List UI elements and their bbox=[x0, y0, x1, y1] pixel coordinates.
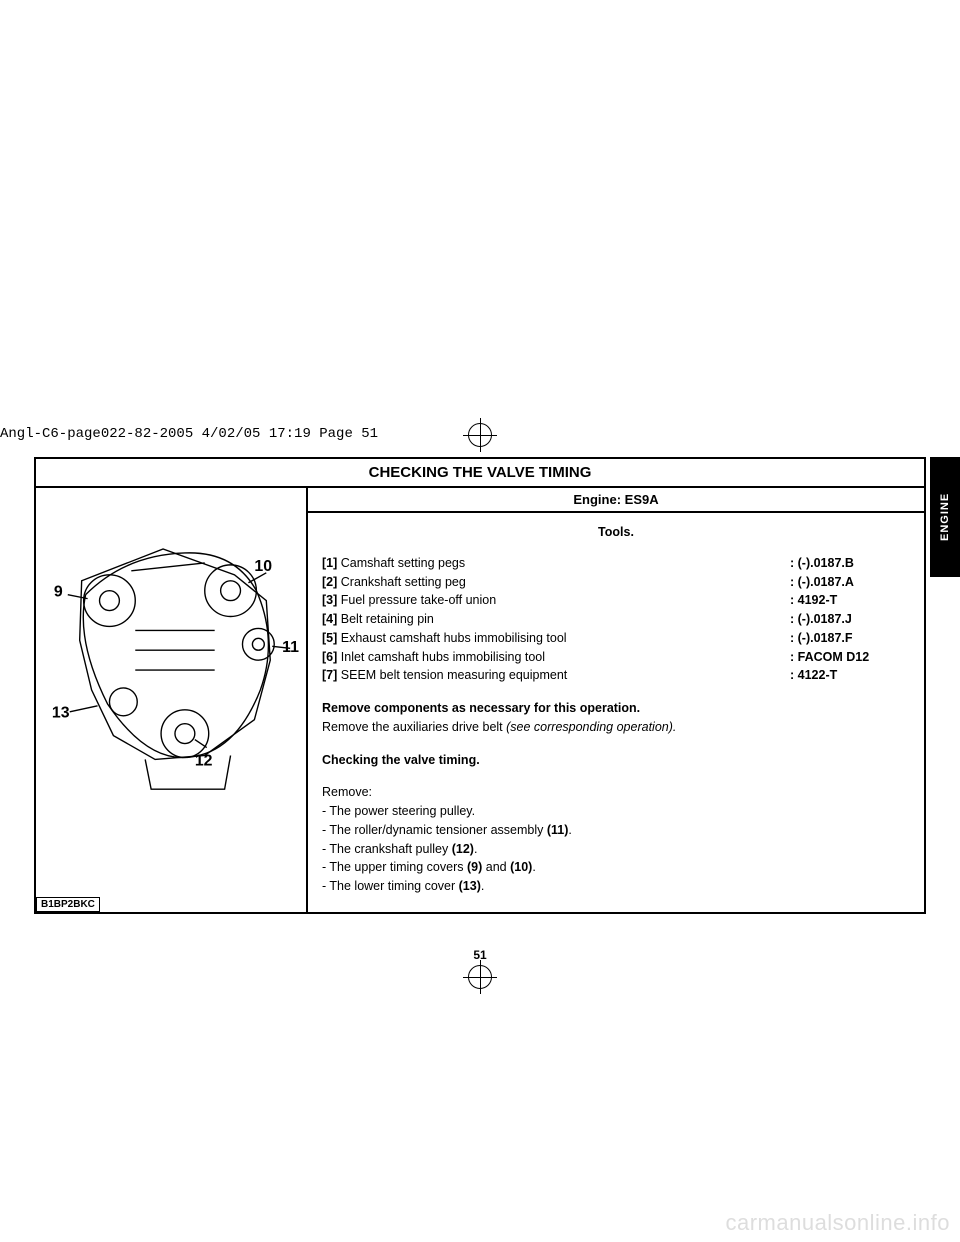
tool-idx: [3] bbox=[322, 593, 337, 607]
tool-code: : 4192-T bbox=[790, 591, 910, 610]
tool-row: [5] Exhaust camshaft hubs immobilising t… bbox=[322, 629, 910, 648]
tool-code: : FACOM D12 bbox=[790, 648, 910, 667]
tool-row: [6] Inlet camshaft hubs immobilising too… bbox=[322, 648, 910, 667]
remove-item-text: - The upper timing covers bbox=[322, 860, 467, 874]
engine-diagram: 9 10 11 12 13 bbox=[36, 488, 306, 912]
tool-row: [4] Belt retaining pin : (-).0187.J bbox=[322, 610, 910, 629]
tools-title: Tools. bbox=[322, 523, 910, 542]
diagram-cell: 9 10 11 12 13 B1BP2BKC bbox=[36, 488, 308, 912]
remove-sub-text: Remove the auxiliaries drive belt bbox=[322, 720, 506, 734]
remove-sub: Remove the auxiliaries drive belt (see c… bbox=[322, 718, 910, 737]
remove-item-text: . bbox=[532, 860, 535, 874]
document-frame: CHECKING THE VALVE TIMING bbox=[34, 457, 926, 914]
tool-idx: [5] bbox=[322, 631, 337, 645]
remove-item: - The power steering pulley. bbox=[322, 802, 910, 821]
tool-row: [3] Fuel pressure take-off union : 4192-… bbox=[322, 591, 910, 610]
remove-item-text: . bbox=[568, 823, 571, 837]
tool-idx: [6] bbox=[322, 650, 337, 664]
tool-name: Exhaust camshaft hubs immobilising tool bbox=[341, 631, 567, 645]
crop-mark-bottom bbox=[463, 960, 497, 994]
callout-13: 13 bbox=[52, 705, 70, 722]
tool-row: [1] Camshaft setting pegs : (-).0187.B bbox=[322, 554, 910, 573]
tool-name: Inlet camshaft hubs immobilising tool bbox=[341, 650, 545, 664]
remove-item-text: . bbox=[474, 842, 477, 856]
tool-code: : 4122-T bbox=[790, 666, 910, 685]
remove-item-ref: (13) bbox=[459, 879, 481, 893]
remove-item-ref: (9) bbox=[467, 860, 482, 874]
remove-sub-italic: (see corresponding operation). bbox=[506, 720, 676, 734]
watermark: carmanualsonline.info bbox=[725, 1210, 950, 1236]
callout-11: 11 bbox=[282, 639, 299, 656]
content-cell: Engine: ES9A Tools. [1] Camshaft setting… bbox=[308, 488, 924, 912]
print-header: Angl-C6-page022-82-2005 4/02/05 17:19 Pa… bbox=[0, 426, 378, 442]
text-block: Tools. [1] Camshaft setting pegs : (-).0… bbox=[308, 513, 924, 912]
remove-heading: Remove components as necessary for this … bbox=[322, 699, 910, 718]
tool-name: Fuel pressure take-off union bbox=[341, 593, 496, 607]
tool-row: [7] SEEM belt tension measuring equipmen… bbox=[322, 666, 910, 685]
tool-row: [2] Crankshaft setting peg : (-).0187.A bbox=[322, 573, 910, 592]
remove-label: Remove: bbox=[322, 783, 910, 802]
crop-mark-top bbox=[463, 418, 497, 452]
remove-item-ref: (12) bbox=[452, 842, 474, 856]
tool-code: : (-).0187.F bbox=[790, 629, 910, 648]
tool-idx: [4] bbox=[322, 612, 337, 626]
diagram-code: B1BP2BKC bbox=[36, 897, 100, 912]
tools-list: [1] Camshaft setting pegs : (-).0187.B [… bbox=[322, 554, 910, 685]
section-tab-engine: ENGINE bbox=[930, 457, 960, 577]
remove-item-text: . bbox=[481, 879, 484, 893]
tool-name: Crankshaft setting peg bbox=[341, 575, 466, 589]
tool-idx: [2] bbox=[322, 575, 337, 589]
tool-name: Belt retaining pin bbox=[341, 612, 434, 626]
callout-10: 10 bbox=[254, 558, 272, 575]
callout-12: 12 bbox=[195, 752, 213, 769]
remove-item-text: - The power steering pulley. bbox=[322, 804, 475, 818]
remove-item: - The crankshaft pulley (12). bbox=[322, 840, 910, 859]
tool-name: SEEM belt tension measuring equipment bbox=[341, 668, 568, 682]
callout-9: 9 bbox=[54, 584, 63, 601]
tool-code: : (-).0187.A bbox=[790, 573, 910, 592]
body-row: 9 10 11 12 13 B1BP2BKC Engine: ES9A Tool… bbox=[36, 488, 924, 912]
engine-label: Engine: ES9A bbox=[308, 488, 924, 513]
remove-item-ref: (11) bbox=[547, 823, 569, 837]
page-title: CHECKING THE VALVE TIMING bbox=[36, 459, 924, 488]
check-heading: Checking the valve timing. bbox=[322, 751, 910, 770]
tool-code: : (-).0187.J bbox=[790, 610, 910, 629]
tool-idx: [7] bbox=[322, 668, 337, 682]
remove-item-text: - The lower timing cover bbox=[322, 879, 459, 893]
remove-item-text: and bbox=[482, 860, 510, 874]
tool-idx: [1] bbox=[322, 556, 337, 570]
remove-item-ref: (10) bbox=[510, 860, 532, 874]
remove-item: - The upper timing covers (9) and (10). bbox=[322, 858, 910, 877]
remove-item-text: - The roller/dynamic tensioner assembly bbox=[322, 823, 547, 837]
remove-item: - The lower timing cover (13). bbox=[322, 877, 910, 896]
page-number: 51 bbox=[0, 948, 960, 962]
remove-item: - The roller/dynamic tensioner assembly … bbox=[322, 821, 910, 840]
remove-item-text: - The crankshaft pulley bbox=[322, 842, 452, 856]
tool-code: : (-).0187.B bbox=[790, 554, 910, 573]
tool-name: Camshaft setting pegs bbox=[341, 556, 465, 570]
